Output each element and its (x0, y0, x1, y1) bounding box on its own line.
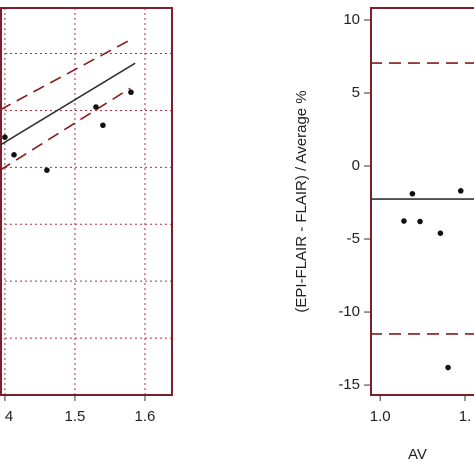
x-tick-label: 1.0 (370, 408, 391, 425)
x-tick-label: 4 (5, 408, 13, 425)
data-point (44, 167, 50, 173)
x-axis-label: AV (408, 446, 427, 463)
x-tick-label: 1.5 (65, 408, 86, 425)
data-point (11, 152, 17, 158)
y-tick-label: 5 (352, 84, 360, 101)
y-tick-label: -15 (338, 376, 360, 393)
data-point (457, 188, 464, 194)
data-point (100, 122, 106, 129)
data-point (93, 104, 99, 110)
plot-frame (0, 7, 173, 396)
fit-line (0, 87, 131, 171)
fit-line (0, 62, 136, 146)
data-point (445, 364, 451, 371)
y-tick-label: 0 (352, 157, 360, 174)
y-axis-label: (EPI-FLAIR - FLAIR) / Average % (293, 90, 310, 312)
data-point (417, 218, 423, 225)
data-point (401, 218, 407, 224)
x-tick-label: 1.6 (135, 408, 156, 425)
y-tick-label: -5 (347, 230, 360, 247)
y-tick-label: 10 (343, 11, 360, 28)
fit-line (0, 39, 131, 111)
data-point (437, 230, 444, 236)
data-point (2, 134, 8, 140)
data-point (128, 89, 134, 96)
data-point (409, 190, 416, 197)
y-tick-label: -10 (338, 303, 360, 320)
plot-frame (370, 7, 474, 396)
x-tick-label: 1. (459, 408, 472, 425)
